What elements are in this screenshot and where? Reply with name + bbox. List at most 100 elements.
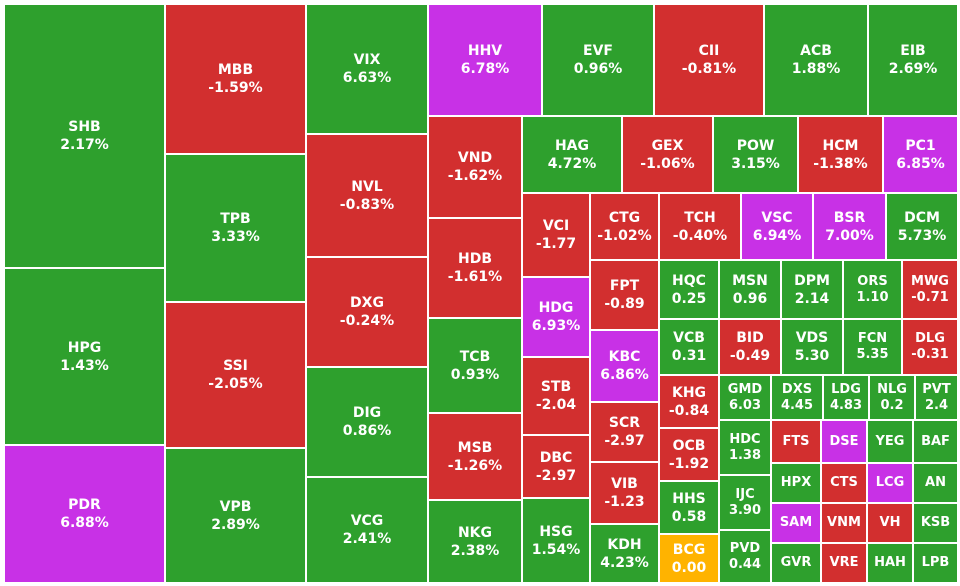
tile-symbol: VSC: [761, 209, 793, 226]
tile-pdr[interactable]: PDR 6.88%: [4, 445, 165, 583]
tile-symbol: KSB: [920, 515, 951, 530]
tile-scr[interactable]: SCR -2.97: [590, 402, 659, 462]
tile-symbol: DXS: [781, 381, 813, 397]
tile-vpb[interactable]: VPB 2.89%: [165, 448, 306, 583]
tile-vcb[interactable]: VCB 0.31: [659, 319, 719, 375]
tile-ctg[interactable]: CTG -1.02%: [590, 193, 659, 260]
tile-vnm[interactable]: VNM: [821, 503, 867, 543]
tile-hsg[interactable]: HSG 1.54%: [522, 498, 590, 583]
tile-dse[interactable]: DSE: [821, 420, 867, 463]
tile-tch[interactable]: TCH -0.40%: [659, 193, 741, 260]
tile-bid[interactable]: BID -0.49: [719, 319, 781, 375]
tile-pvd[interactable]: PVD 0.44: [719, 530, 771, 583]
tile-change: 0.96%: [573, 61, 623, 77]
tile-change: 1.38: [728, 447, 762, 463]
tile-change: 6.88%: [60, 515, 109, 531]
tile-symbol: DLG: [915, 331, 945, 346]
tile-kbc[interactable]: KBC 6.86%: [590, 330, 659, 402]
tile-mwg[interactable]: MWG -0.71: [902, 260, 958, 319]
tile-dig[interactable]: DIG 0.86%: [306, 367, 428, 477]
tile-shb[interactable]: SHB 2.17%: [4, 4, 165, 268]
tile-hag[interactable]: HAG 4.72%: [522, 116, 622, 193]
tile-fts[interactable]: FTS: [771, 420, 821, 463]
tile-hdc[interactable]: HDC 1.38: [719, 420, 771, 475]
tile-ksb[interactable]: KSB: [913, 503, 958, 543]
tile-tpb[interactable]: TPB 3.33%: [165, 154, 306, 302]
tile-dxs[interactable]: DXS 4.45: [771, 375, 823, 420]
tile-dpm[interactable]: DPM 2.14: [781, 260, 843, 319]
tile-an[interactable]: AN: [913, 463, 958, 503]
tile-pvt[interactable]: PVT 2.4: [915, 375, 958, 420]
tile-vds[interactable]: VDS 5.30: [781, 319, 843, 375]
tile-vnd[interactable]: VND -1.62%: [428, 116, 522, 218]
tile-mbb[interactable]: MBB -1.59%: [165, 4, 306, 154]
tile-ssi[interactable]: SSI -2.05%: [165, 302, 306, 448]
tile-stb[interactable]: STB -2.04: [522, 357, 590, 435]
tile-nkg[interactable]: NKG 2.38%: [428, 500, 522, 583]
tile-change: 0.96: [732, 290, 768, 307]
tile-change: -0.31: [911, 347, 949, 362]
tile-kdh[interactable]: KDH 4.23%: [590, 524, 659, 583]
tile-change: 3.90: [728, 502, 762, 518]
tile-yeg[interactable]: YEG: [867, 420, 913, 463]
tile-khg[interactable]: KHG -0.84: [659, 375, 719, 428]
tile-symbol: VRE: [829, 555, 859, 570]
tile-ors[interactable]: ORS 1.10: [843, 260, 902, 319]
tile-msb[interactable]: MSB -1.26%: [428, 413, 522, 500]
tile-ocb[interactable]: OCB -1.92: [659, 428, 719, 481]
tile-nlg[interactable]: NLG 0.2: [869, 375, 915, 420]
tile-hdb[interactable]: HDB -1.61%: [428, 218, 522, 318]
tile-symbol: NKG: [457, 524, 493, 541]
tile-vcg[interactable]: VCG 2.41%: [306, 477, 428, 583]
tile-hpx[interactable]: HPX: [771, 463, 821, 503]
tile-hhv[interactable]: HHV 6.78%: [428, 4, 542, 116]
tile-pow[interactable]: POW 3.15%: [713, 116, 798, 193]
tile-vib[interactable]: VIB -1.23: [590, 462, 659, 524]
tile-symbol: HHV: [467, 43, 503, 59]
tile-ldg[interactable]: LDG 4.83: [823, 375, 869, 420]
tile-gex[interactable]: GEX -1.06%: [622, 116, 713, 193]
tile-ijc[interactable]: IJC 3.90: [719, 475, 771, 530]
tile-symbol: TCB: [459, 348, 491, 365]
tile-nvl[interactable]: NVL -0.83%: [306, 134, 428, 257]
tile-dlg[interactable]: DLG -0.31: [902, 319, 958, 375]
tile-symbol: KDH: [607, 536, 642, 553]
tile-cii[interactable]: CII -0.81%: [654, 4, 764, 116]
tile-change: 0.93%: [450, 366, 500, 383]
tile-sam[interactable]: SAM: [771, 503, 821, 543]
tile-dxg[interactable]: DXG -0.24%: [306, 257, 428, 367]
tile-evf[interactable]: EVF 0.96%: [542, 4, 654, 116]
tile-eib[interactable]: EIB 2.69%: [868, 4, 958, 116]
tile-acb[interactable]: ACB 1.88%: [764, 4, 868, 116]
tile-bcg[interactable]: BCG 0.00: [659, 534, 719, 583]
tile-symbol: BID: [736, 330, 764, 346]
tile-hhs[interactable]: HHS 0.58: [659, 481, 719, 534]
tile-vsc[interactable]: VSC 6.94%: [741, 193, 813, 260]
tile-baf[interactable]: BAF: [913, 420, 958, 463]
tile-msn[interactable]: MSN 0.96: [719, 260, 781, 319]
tile-hcm[interactable]: HCM -1.38%: [798, 116, 883, 193]
tile-lcg[interactable]: LCG: [867, 463, 913, 503]
tile-cts[interactable]: CTS: [821, 463, 867, 503]
tile-vix[interactable]: VIX 6.63%: [306, 4, 428, 134]
tile-hdg[interactable]: HDG 6.93%: [522, 277, 590, 357]
tile-dbc[interactable]: DBC -2.97: [522, 435, 590, 498]
tile-bsr[interactable]: BSR 7.00%: [813, 193, 886, 260]
tile-pc1[interactable]: PC1 6.85%: [883, 116, 958, 193]
tile-lpb[interactable]: LPB: [913, 543, 958, 583]
tile-symbol: DCM: [904, 209, 940, 226]
tile-gmd[interactable]: GMD 6.03: [719, 375, 771, 420]
tile-fpt[interactable]: FPT -0.89: [590, 260, 659, 330]
tile-fcn[interactable]: FCN 5.35: [843, 319, 902, 375]
tile-hpg[interactable]: HPG 1.43%: [4, 268, 165, 445]
tile-hqc[interactable]: HQC 0.25: [659, 260, 719, 319]
tile-gvr[interactable]: GVR: [771, 543, 821, 583]
tile-vci[interactable]: VCI -1.77: [522, 193, 590, 277]
tile-tcb[interactable]: TCB 0.93%: [428, 318, 522, 413]
tile-vh[interactable]: VH: [867, 503, 913, 543]
tile-hah[interactable]: HAH: [867, 543, 913, 583]
tile-vre[interactable]: VRE: [821, 543, 867, 583]
tile-dcm[interactable]: DCM 5.73%: [886, 193, 958, 260]
tile-change: 3.33%: [211, 229, 260, 245]
